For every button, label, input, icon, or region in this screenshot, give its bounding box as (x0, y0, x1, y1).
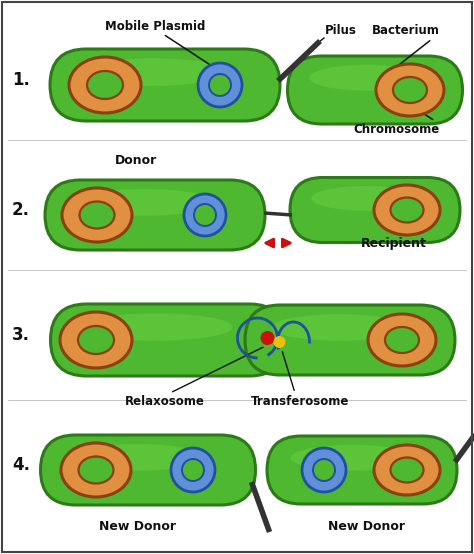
Circle shape (273, 336, 285, 348)
FancyBboxPatch shape (290, 177, 460, 243)
Ellipse shape (374, 445, 440, 495)
Text: Transferosome: Transferosome (251, 395, 349, 408)
Ellipse shape (69, 57, 141, 113)
Ellipse shape (271, 314, 408, 341)
Ellipse shape (67, 444, 207, 471)
Ellipse shape (87, 71, 123, 99)
Circle shape (182, 459, 204, 481)
Circle shape (261, 331, 274, 345)
Text: New Donor: New Donor (100, 520, 176, 533)
FancyBboxPatch shape (45, 180, 265, 250)
FancyBboxPatch shape (245, 305, 455, 375)
FancyBboxPatch shape (40, 435, 255, 505)
Ellipse shape (311, 186, 422, 211)
Circle shape (198, 63, 242, 107)
Text: Pilus: Pilus (325, 24, 357, 37)
Text: Donor: Donor (115, 154, 157, 167)
Text: 1.: 1. (12, 71, 30, 89)
Circle shape (194, 204, 216, 226)
Ellipse shape (79, 456, 113, 484)
Circle shape (302, 448, 346, 492)
Text: Mobile Plasmid: Mobile Plasmid (105, 20, 205, 33)
Ellipse shape (291, 445, 414, 471)
Ellipse shape (61, 443, 131, 497)
FancyBboxPatch shape (267, 436, 457, 504)
Ellipse shape (78, 326, 114, 354)
Text: New Donor: New Donor (328, 520, 405, 533)
Text: Recipient: Recipient (361, 237, 427, 250)
Circle shape (171, 448, 215, 492)
Circle shape (209, 74, 231, 96)
Ellipse shape (374, 185, 440, 235)
Text: 3.: 3. (12, 326, 30, 344)
Ellipse shape (80, 202, 115, 228)
Text: 4.: 4. (12, 456, 30, 474)
Text: 2.: 2. (12, 201, 30, 219)
Ellipse shape (60, 312, 132, 368)
Ellipse shape (393, 77, 427, 103)
Circle shape (313, 459, 335, 481)
Ellipse shape (73, 189, 216, 216)
Ellipse shape (62, 188, 132, 242)
FancyBboxPatch shape (288, 56, 463, 124)
Ellipse shape (385, 327, 419, 353)
FancyBboxPatch shape (50, 49, 280, 121)
Text: Chromosome: Chromosome (354, 123, 440, 136)
Ellipse shape (391, 458, 423, 483)
Circle shape (184, 194, 226, 236)
Text: Bacterium: Bacterium (372, 24, 440, 37)
FancyBboxPatch shape (51, 304, 285, 376)
Ellipse shape (376, 64, 444, 116)
Ellipse shape (391, 197, 423, 223)
Ellipse shape (80, 314, 233, 341)
Ellipse shape (79, 58, 228, 86)
Ellipse shape (310, 65, 423, 91)
Text: Relaxosome: Relaxosome (125, 395, 205, 408)
Ellipse shape (368, 314, 436, 366)
